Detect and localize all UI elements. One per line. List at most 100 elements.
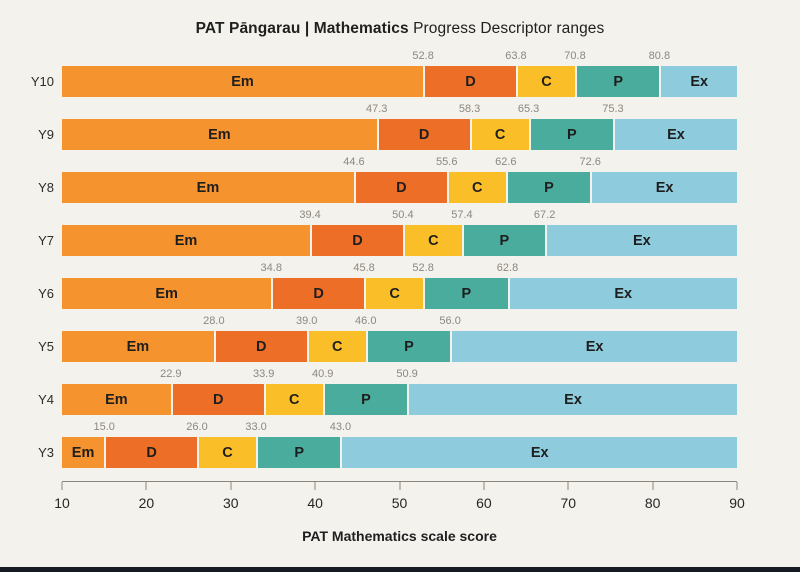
page-title: PAT Pāngarau | Mathematics Progress Desc… [0,0,800,38]
segment-label: D [465,73,476,90]
breakpoint-value-label: 34.8 [260,262,282,274]
segment-label: Ex [632,232,651,249]
segment-label: P [566,126,577,143]
row-label: Y7 [38,233,54,248]
segment-label: Em [71,444,95,461]
bar-segment-c: C [446,172,506,203]
bar-segment-ex: Ex [450,331,737,362]
segment-label: C [541,73,552,90]
axis-tick-label: 90 [729,495,745,511]
breakpoint-value-label: 55.6 [436,156,458,168]
breakpoint-value-label: 62.6 [495,156,517,168]
breakpoint-value-label: 52.8 [412,50,434,62]
bar-segment-p: P [528,119,613,150]
bar-area: Em D C P Ex 15.0 26.0 33.0 43.0 [62,421,737,468]
bar-segment-em: Em [62,437,105,468]
segment-label: P [361,391,371,408]
breakpoint-value-label: 80.8 [648,50,671,62]
bar-segment-d: D [104,437,197,468]
bar-area: Em D C P Ex 44.6 55.6 62.6 72.6 [62,156,737,203]
breakpoint-value-label: 33.0 [245,421,267,433]
axis-tick-label: 30 [222,495,239,511]
bar-segment-c: C [402,225,462,256]
segment-label: D [418,126,430,143]
segment-label: Em [174,232,198,249]
breakpoint-value-label: 65.3 [517,103,540,115]
bar-track: Em D C P Ex 28.0 39.0 46.0 56.0 [62,315,737,362]
bar-area: Em D C P Ex 52.8 63.8 70.8 80.8 [62,50,737,97]
segment-label: Ex [530,444,549,461]
segment-label: D [213,391,224,408]
bar-segment-d: D [353,172,447,203]
breakpoint-value-label: 72.6 [579,156,601,168]
bar-area: Em D C P Ex 34.8 45.8 52.8 62.8 [62,262,737,309]
chart-row-y4: Y4 Em D C P Ex 22.9 33.9 40.9 50.9 [0,365,737,418]
bar-segment-em: Em [62,119,377,150]
segment-label: Em [155,285,178,302]
row-label: Y6 [38,286,54,301]
breakpoint-value-label: 39.4 [299,209,321,221]
bar-segment-ex: Ex [590,172,737,203]
segment-label: P [613,73,624,90]
bar-segment-ex: Ex [340,437,737,468]
chart-row-y10: Y10 Em D C P Ex 52.8 63.8 70.8 80.8 [0,47,737,100]
axis-tick [652,482,654,490]
chart-row-y9: Y9 Em D C P Ex 47.3 58.3 65.3 75.3 [0,100,737,153]
bar-segment-em: Em [62,278,272,309]
bar-segment-c: C [263,384,323,415]
bar-segment-ex: Ex [407,384,737,415]
bar-segment-c: C [515,66,575,97]
row-label: Y10 [30,74,54,89]
chart-row-y3: Y3 Em D C P Ex 15.0 26.0 33.0 43.0 [0,418,737,471]
bar-track: Em D C P Ex 47.3 58.3 65.3 75.3 [62,103,737,150]
breakpoint-value-label: 40.9 [312,368,334,380]
breakpoint-value-label: 28.0 [203,315,225,327]
breakpoint-value-label: 52.8 [412,262,434,274]
breakpoint-value-label: 67.2 [533,209,556,221]
breakpoint-value-label: 33.9 [252,368,275,380]
page-title-regular: Progress Descriptor ranges [408,20,605,37]
row-label: Y5 [38,339,54,354]
bar-track: Em D C P Ex 34.8 45.8 52.8 62.8 [62,262,737,309]
segment-label: C [472,179,483,196]
bar-segment-d: D [423,66,516,97]
segment-label: Em [231,73,254,90]
breakpoint-value-label: 70.8 [564,50,586,62]
axis-tick-label: 70 [560,495,577,511]
bar-segment-p: P [256,437,341,468]
breakpoint-value-label: 39.0 [295,315,318,327]
axis-tick [61,482,63,490]
axis-tick [483,482,485,490]
breakpoint-value-label: 43.0 [329,421,352,433]
bar-segment-ex: Ex [507,278,737,309]
bar-segment-d: D [271,278,365,309]
bar-segment-p: P [365,331,451,362]
bar-segment-p: P [423,278,508,309]
axis-tick-label: 40 [307,495,323,511]
bar-segment-p: P [322,384,408,415]
segment-label: D [352,232,363,249]
segment-label: Em [208,126,231,143]
segment-label: P [294,444,305,461]
axis-tick-label: 20 [138,495,155,511]
bar-segment-ex: Ex [659,66,737,97]
breakpoint-value-label: 57.4 [451,209,473,221]
chart-row-y6: Y6 Em D C P Ex 34.8 45.8 52.8 62.8 [0,259,737,312]
segment-label: C [222,444,233,461]
chart-row-y5: Y5 Em D C P Ex 28.0 39.0 46.0 56.0 [0,312,737,365]
x-axis-title: PAT Mathematics scale score [302,528,497,544]
axis-tick [230,482,232,490]
breakpoint-value-label: 26.0 [186,421,208,433]
segment-label: D [396,179,407,196]
x-axis: 10 20 30 40 50 60 70 80 90 [54,481,745,522]
axis-tick [567,482,569,490]
bar-segment-ex: Ex [544,225,737,256]
row-label: Y3 [38,445,54,460]
breakpoint-value-label: 15.0 [93,421,115,433]
segment-label: C [389,285,400,302]
segment-label: D [256,338,267,355]
segment-label: Ex [667,126,685,143]
segment-label: Ex [585,338,604,355]
axis-tick-label: 10 [54,495,70,511]
bar-segment-c: C [364,278,424,309]
